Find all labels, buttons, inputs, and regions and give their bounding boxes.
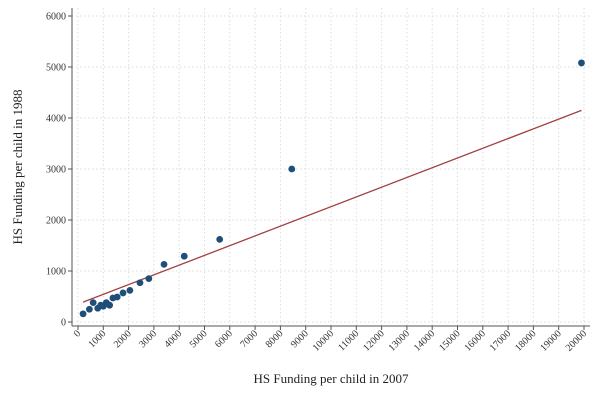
x-tick-label: 6000 bbox=[213, 328, 235, 350]
x-tick-label: 3000 bbox=[137, 328, 159, 350]
data-point bbox=[136, 279, 144, 287]
x-tick-label: 18000 bbox=[513, 328, 538, 353]
x-tick-label: 12000 bbox=[361, 328, 386, 353]
x-tick-label: 8000 bbox=[264, 328, 286, 350]
x-tick-label: 19000 bbox=[538, 328, 563, 353]
y-tick-label: 0 bbox=[61, 318, 66, 329]
data-point bbox=[180, 252, 188, 260]
data-point bbox=[145, 275, 153, 283]
data-point bbox=[113, 293, 121, 301]
x-tick-label: 0 bbox=[72, 328, 83, 339]
y-tick-label: 6000 bbox=[46, 12, 66, 23]
x-axis-ticks: 0 1000 2000 3000 4000 5000 6000 7000 8000 9000 100… bbox=[72, 326, 589, 354]
data-point bbox=[126, 286, 134, 294]
x-tick-label: 17000 bbox=[488, 328, 513, 353]
y-axis-title: HS Funding per child in 1988 bbox=[10, 90, 25, 245]
data-point bbox=[288, 165, 296, 173]
x-tick-label: 4000 bbox=[162, 328, 184, 350]
y-tick-label: 2000 bbox=[46, 216, 66, 227]
x-tick-label: 20000 bbox=[564, 328, 589, 353]
data-point bbox=[160, 260, 168, 268]
data-point bbox=[119, 289, 127, 297]
y-tick-label: 5000 bbox=[46, 63, 66, 74]
x-tick-label: 5000 bbox=[188, 328, 210, 350]
x-tick-label: 9000 bbox=[289, 328, 311, 350]
data-point bbox=[89, 299, 97, 307]
data-point bbox=[85, 305, 93, 313]
fit-line-layer bbox=[82, 109, 582, 303]
x-tick-label: 7000 bbox=[238, 328, 260, 350]
fit-line bbox=[82, 109, 582, 303]
y-tick-label: 1000 bbox=[46, 267, 66, 278]
points-layer bbox=[79, 59, 585, 318]
data-point bbox=[216, 235, 224, 243]
x-tick-label: 16000 bbox=[462, 328, 487, 353]
y-tick-label: 4000 bbox=[46, 114, 66, 125]
x-tick-label: 13000 bbox=[387, 328, 412, 353]
data-point bbox=[578, 59, 585, 67]
x-axis-title: HS Funding per child in 2007 bbox=[254, 371, 409, 386]
x-tick-label: 14000 bbox=[412, 328, 437, 353]
data-point bbox=[79, 310, 87, 318]
x-tick-label: 10000 bbox=[311, 328, 336, 353]
data-point bbox=[106, 301, 114, 309]
x-tick-label: 15000 bbox=[437, 328, 462, 353]
y-axis-ticks: 0 1000 2000 3000 4000 5000 6000 bbox=[46, 12, 72, 329]
x-tick-label: 1000 bbox=[87, 328, 109, 350]
y-tick-label: 3000 bbox=[46, 165, 66, 176]
x-tick-label: 2000 bbox=[112, 328, 134, 350]
x-tick-label: 11000 bbox=[336, 328, 361, 353]
